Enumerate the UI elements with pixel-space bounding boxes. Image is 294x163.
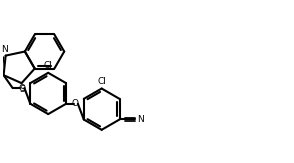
Text: N: N <box>137 115 144 124</box>
Text: O: O <box>19 84 26 93</box>
Text: O: O <box>72 99 79 108</box>
Text: S: S <box>20 85 25 94</box>
Text: Cl: Cl <box>97 77 106 86</box>
Text: N: N <box>1 45 8 54</box>
Text: Cl: Cl <box>44 61 53 70</box>
